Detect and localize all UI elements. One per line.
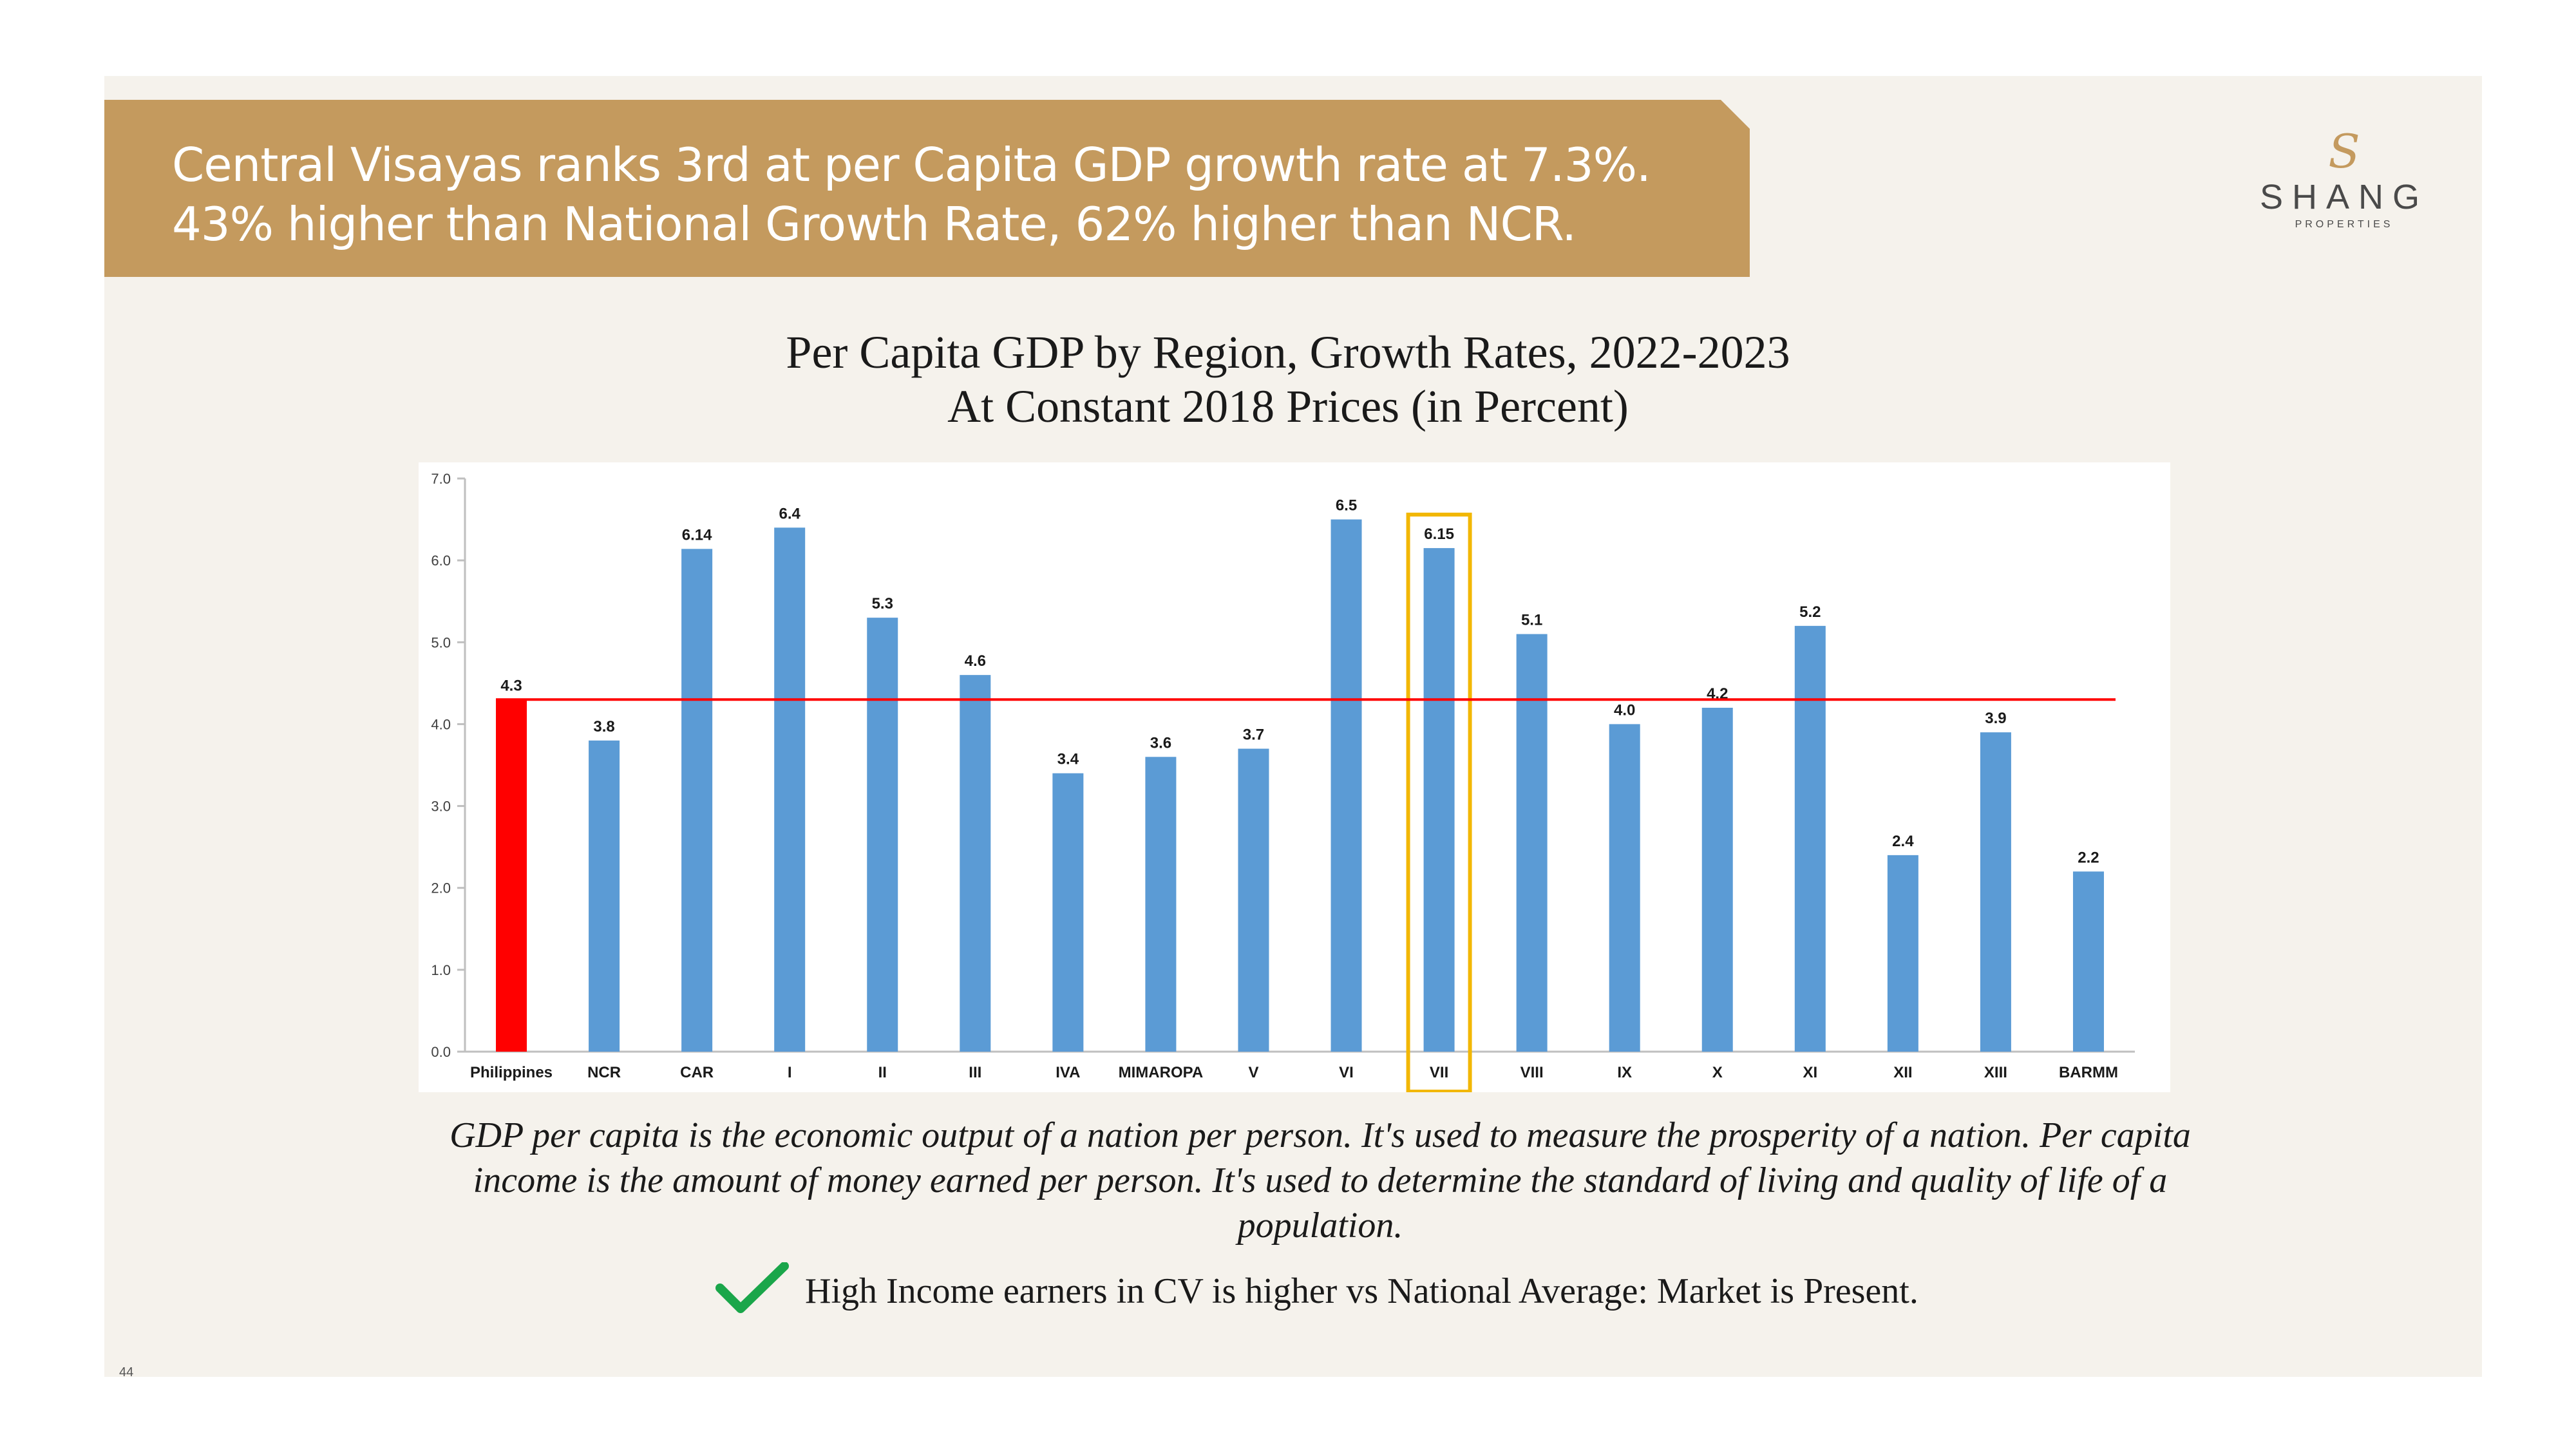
bar-ix — [1609, 724, 1640, 1052]
bar-vi — [1331, 519, 1362, 1052]
headline-line-2: 43% higher than National Growth Rate, 62… — [172, 197, 1577, 251]
data-label: 3.6 — [1150, 734, 1171, 752]
data-label: 6.5 — [1336, 497, 1357, 515]
y-tick-label: 3.0 — [431, 799, 451, 815]
data-label: 6.15 — [1424, 526, 1454, 543]
y-tick-label: 0.0 — [431, 1044, 451, 1060]
data-label: 3.9 — [1985, 710, 2006, 727]
caption-line-1: GDP per capita is the economic output of… — [450, 1115, 2191, 1155]
y-tick-label: 2.0 — [431, 880, 451, 896]
bar-vii — [1423, 548, 1455, 1052]
chart-panel: 0.0 1.0 2.0 3.0 4.0 5.0 6.0 7.0 4.3 Philippines 3.… — [419, 462, 2170, 1092]
y-tick-label: 6.0 — [431, 553, 451, 569]
data-label: 2.2 — [2078, 849, 2099, 866]
x-tick-label: BARMM — [2059, 1064, 2118, 1081]
bar-iii — [960, 675, 991, 1052]
bar-ncr — [589, 740, 620, 1052]
conclusion-note: High Income earners in CV is higher vs N… — [715, 1262, 2067, 1320]
x-tick-label: XIII — [1984, 1064, 2007, 1081]
chart-subtitle: At Constant 2018 Prices (in Percent) — [947, 381, 1629, 432]
data-label: 3.7 — [1243, 726, 1264, 744]
data-label: 4.0 — [1614, 701, 1635, 719]
data-label: 5.2 — [1799, 603, 1821, 621]
bar-viii — [1516, 634, 1548, 1052]
x-tick-label: I — [788, 1064, 792, 1081]
x-tick-label: XII — [1893, 1064, 1912, 1081]
bar-chart: 0.0 1.0 2.0 3.0 4.0 5.0 6.0 7.0 4.3 Philippines 3.… — [431, 471, 2135, 1092]
chart-title-block: Per Capita GDP by Region, Growth Rates, … — [515, 325, 2061, 433]
data-label: 2.4 — [1892, 833, 1914, 850]
x-tick-label: MIMAROPA — [1119, 1064, 1204, 1081]
bar-mimaropa — [1145, 757, 1177, 1052]
x-tick-label: V — [1248, 1064, 1258, 1081]
x-tick-label: VIII — [1520, 1064, 1544, 1081]
x-tick-label: NCR — [587, 1064, 621, 1081]
caption-line-3: population. — [1237, 1206, 1403, 1245]
bar-philippines — [496, 699, 527, 1052]
bar-v — [1238, 748, 1269, 1052]
x-tick-label: VII — [1430, 1064, 1448, 1081]
data-label: 4.3 — [500, 677, 522, 694]
x-tick-label: X — [1712, 1064, 1723, 1081]
bar-xi — [1794, 625, 1826, 1052]
y-tick-label: 7.0 — [431, 471, 451, 487]
highlight-box-vii — [1406, 513, 1472, 1092]
shang-properties-logo: S SHANG PROPERTIES — [2254, 126, 2434, 254]
bar-iva — [1052, 773, 1084, 1052]
bar-i — [774, 527, 806, 1052]
caption-line-2: income is the amount of money earned per… — [473, 1160, 2168, 1200]
x-tick-label: II — [878, 1064, 887, 1081]
y-tick-label: 1.0 — [431, 962, 451, 978]
gdp-explanation: GDP per capita is the economic output of… — [386, 1113, 2254, 1248]
headline-banner: Central Visayas ranks 3rd at per Capita … — [104, 100, 1750, 277]
page-number: 44 — [119, 1365, 134, 1379]
check-icon — [715, 1262, 789, 1313]
logo-mark: S — [2328, 124, 2360, 178]
y-tick-label: 5.0 — [431, 634, 451, 650]
x-tick-label: IVA — [1056, 1064, 1080, 1081]
data-label: 6.14 — [682, 526, 712, 544]
conclusion-text: High Income earners in CV is higher vs N… — [805, 1271, 1918, 1311]
data-label: 6.4 — [779, 505, 801, 522]
x-tick-label: IX — [1617, 1064, 1632, 1081]
x-tick-label: CAR — [680, 1064, 714, 1081]
x-tick-label: VI — [1339, 1064, 1354, 1081]
x-tick-label: Philippines — [470, 1064, 553, 1081]
x-tick-label: III — [969, 1064, 981, 1081]
data-label: 3.8 — [593, 718, 614, 735]
data-label: 4.6 — [965, 652, 986, 670]
bar-ii — [867, 618, 898, 1052]
bar-x — [1701, 708, 1733, 1052]
chart-title: Per Capita GDP by Region, Growth Rates, … — [786, 327, 1790, 378]
x-tick-label: XI — [1803, 1064, 1817, 1081]
bar-barmm — [2072, 871, 2104, 1052]
bar-xiii — [1980, 732, 2011, 1052]
bar-xii — [1887, 855, 1918, 1052]
headline-line-1: Central Visayas ranks 3rd at per Capita … — [172, 138, 1651, 192]
y-tick-label: 4.0 — [431, 716, 451, 732]
data-label: 5.1 — [1521, 612, 1542, 629]
data-label: 5.3 — [872, 595, 893, 612]
data-label: 3.4 — [1057, 751, 1079, 768]
logo-subtitle: PROPERTIES — [2295, 219, 2394, 230]
bar-car — [681, 549, 713, 1052]
headline-text: Central Visayas ranks 3rd at per Capita … — [172, 135, 1743, 254]
logo-name: SHANG — [2259, 178, 2429, 216]
